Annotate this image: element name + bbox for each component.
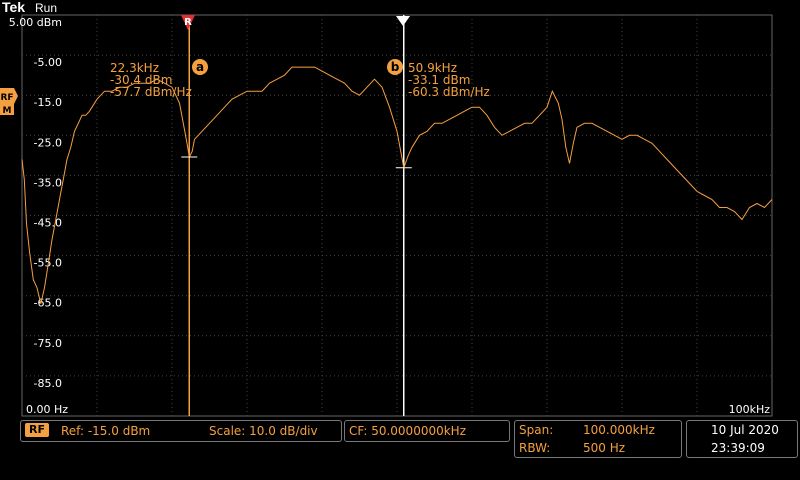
x-axis-end-label: 100kHz (729, 403, 771, 416)
center-frequency-readout[interactable]: CF: 50.0000000kHz (344, 420, 510, 442)
marker-b-badge[interactable]: b (387, 59, 403, 75)
span-value: 100.000kHz (583, 423, 655, 437)
y-tick-label: -75.0 (34, 337, 62, 350)
rbw-value: 500 Hz (583, 441, 626, 455)
y-tick-label: -35.0 (34, 176, 62, 189)
spectrum-display: 5.00 dBm -5.00 -15.0 -25.0 -35.0 -45.0 -55.0 -6… (0, 14, 773, 417)
marker-b-density: -60.3 dBm/Hz (408, 85, 490, 99)
y-tick-label: -65.0 (34, 297, 62, 310)
marker-a-density: -57.7 dBm/Hz (110, 85, 192, 99)
graticule (21, 14, 773, 417)
trigger-position-icon[interactable] (396, 16, 410, 26)
y-axis-labels: 5.00 dBm -5.00 -15.0 -25.0 -35.0 -45.0 -55.0 -6… (9, 16, 62, 390)
marker-a-letter: a (196, 60, 204, 74)
rf-channel-readout[interactable]: RF Ref: -15.0 dBm Scale: 10.0 dB/div (20, 420, 342, 442)
marker-b-frequency: 50.9kHz (408, 61, 457, 75)
rbw-label: RBW: (519, 441, 551, 455)
y-tick-label: -85.0 (34, 377, 62, 390)
y-tick-label: -15.0 (34, 96, 62, 109)
spectrum-trace (21, 66, 773, 304)
y-tick-label: -45.0 (34, 217, 62, 230)
center-frequency: CF: 50.0000000kHz (349, 424, 467, 438)
vertical-scale: Scale: 10.0 dB/div (209, 424, 318, 438)
marker-b-power: -33.1 dBm (408, 73, 471, 87)
top-bar: Tek Run (0, 0, 800, 16)
marker-a-badge[interactable]: a (192, 59, 208, 75)
reference-marker[interactable]: R (181, 15, 195, 30)
y-tick-label: -25.0 (34, 136, 62, 149)
date: 10 Jul 2020 (711, 423, 779, 437)
spectrum-plot: 5.00 dBm -5.00 -15.0 -25.0 -35.0 -45.0 -55.0 -6… (0, 14, 773, 417)
y-tick-label: -5.00 (34, 56, 62, 69)
marker-a-frequency: 22.3kHz (110, 61, 159, 75)
tek-logo: Tek (2, 0, 26, 15)
channel-rf-marker[interactable]: RF M (0, 88, 18, 116)
y-tick-label: -55.0 (34, 257, 62, 270)
acquisition-state[interactable]: Run (35, 1, 58, 15)
y-tick-label: 5.00 dBm (9, 16, 62, 29)
x-axis-start-label: 0.00 Hz (26, 403, 68, 416)
channel-marker-top: RF (0, 93, 13, 103)
reference-marker-label: R (184, 17, 192, 28)
channel-marker-bottom: M (3, 106, 12, 116)
marker-a-power: -30.4 dBm (110, 73, 173, 87)
time: 23:39:09 (711, 441, 765, 455)
span-label: Span: (519, 423, 554, 437)
marker-b-letter: b (391, 60, 400, 74)
rf-channel-badge: RF (25, 423, 49, 437)
date-time-readout: 10 Jul 2020 23:39:09 (686, 420, 798, 458)
span-rbw-readout[interactable]: Span: 100.000kHz RBW: 500 Hz (514, 420, 682, 458)
reference-level: Ref: -15.0 dBm (61, 424, 151, 438)
